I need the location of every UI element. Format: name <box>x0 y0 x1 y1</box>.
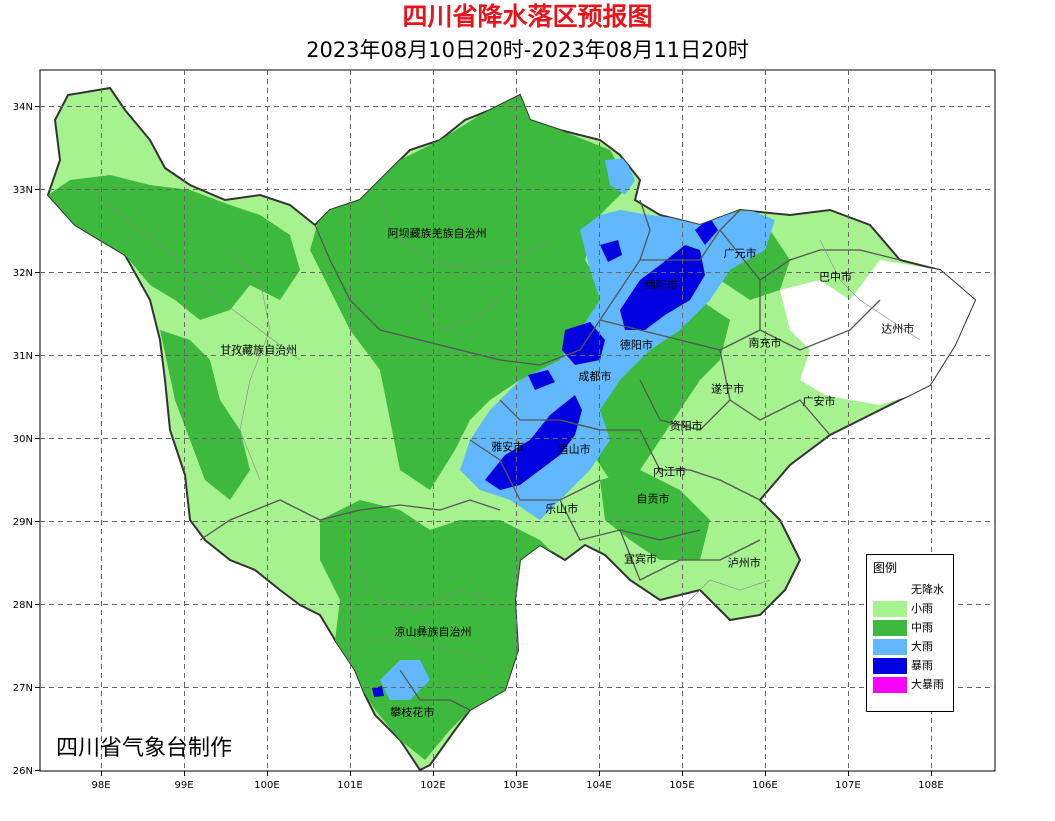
legend-swatch <box>873 677 907 693</box>
legend-label: 小雨 <box>911 602 933 615</box>
city-label: 攀枝花市 <box>390 705 434 719</box>
lon-label-108e: 108E <box>918 780 943 791</box>
moderate-rain-area-west-2 <box>160 330 250 500</box>
city-label: 雅安市 <box>491 439 524 453</box>
lon-label-98e: 98E <box>91 780 110 791</box>
rainstorm-area-mianyang <box>620 245 705 330</box>
legend-label: 大雨 <box>911 640 933 653</box>
city-label: 泸州市 <box>728 556 761 570</box>
lon-label-101e: 101E <box>337 780 362 791</box>
city-label: 绵阳市 <box>645 278 678 292</box>
lat-label-27n: 27N <box>13 683 33 694</box>
city-label: 达州市 <box>881 322 914 336</box>
city-label: 凉山彝族自治州 <box>395 625 472 639</box>
no-rain-area <box>780 260 975 405</box>
moderate-rain-area-southeast <box>600 470 710 560</box>
lat-label-31n: 31N <box>13 351 33 362</box>
tick-marks <box>35 106 932 776</box>
city-label: 内江市 <box>653 464 686 478</box>
producer-credit: 四川省气象台制作 <box>56 736 233 761</box>
lat-label-32n: 32N <box>13 268 33 279</box>
lon-label-100e: 100E <box>254 780 279 791</box>
lat-label-30n: 30N <box>13 434 33 445</box>
legend-swatch <box>873 658 907 674</box>
legend-item-moderate-rain: 中雨 <box>873 619 949 636</box>
legend: 图例 无降水 小雨 中雨 大雨 暴雨 大暴雨 <box>866 554 954 712</box>
legend-swatch <box>873 582 907 598</box>
legend-label: 暴雨 <box>911 659 933 672</box>
rainstorm-area-north <box>600 240 622 262</box>
forecast-period: 2023年08月10日20时-2023年08月11日20时 <box>306 38 749 62</box>
city-label: 成都市 <box>578 369 611 383</box>
legend-item-heavy-rain: 大雨 <box>873 638 949 655</box>
lat-label-29n: 29N <box>13 517 33 528</box>
rainstorm-area-chengdu <box>528 370 555 390</box>
city-label: 巴中市 <box>819 269 852 283</box>
moderate-rain-area-north <box>310 95 630 490</box>
lon-label-107e: 107E <box>835 780 860 791</box>
legend-item-rainstorm: 暴雨 <box>873 657 949 674</box>
map-title: 四川省降水落区预报图 <box>402 2 653 31</box>
rainstorm-area-south <box>372 686 384 697</box>
legend-swatch <box>873 601 907 617</box>
lon-label-103e: 103E <box>503 780 528 791</box>
city-label: 广元市 <box>724 246 757 260</box>
lat-label-28n: 28N <box>13 600 33 611</box>
lat-label-33n: 33N <box>13 185 33 196</box>
lon-label-106e: 106E <box>752 780 777 791</box>
lat-label-34n: 34N <box>13 102 33 113</box>
lon-label-99e: 99E <box>174 780 193 791</box>
city-label: 自贡市 <box>637 492 670 506</box>
lon-label-102e: 102E <box>420 780 445 791</box>
city-label: 阿坝藏族羌族自治州 <box>388 226 487 240</box>
legend-label: 大暴雨 <box>911 678 944 691</box>
legend-title: 图例 <box>873 561 898 575</box>
city-label: 南充市 <box>749 336 782 350</box>
heavy-rain-area-north <box>605 158 635 195</box>
lon-label-105e: 105E <box>669 780 694 791</box>
city-label: 资阳市 <box>670 419 703 433</box>
legend-label: 中雨 <box>911 621 933 634</box>
rainstorm-area-deyang <box>562 322 605 365</box>
city-label: 宜宾市 <box>624 552 657 566</box>
legend-swatch <box>873 620 907 636</box>
legend-label: 无降水 <box>911 583 944 596</box>
legend-item-heavy-rainstorm: 大暴雨 <box>873 676 949 693</box>
heavy-rain-area-south <box>380 660 430 700</box>
lon-label-104e: 104E <box>586 780 611 791</box>
graticule <box>40 70 995 771</box>
city-label: 德阳市 <box>620 337 653 351</box>
moderate-rain-area-west <box>48 175 300 320</box>
legend-item-light-rain: 小雨 <box>873 600 949 617</box>
legend-swatch <box>873 639 907 655</box>
rainstorm-area-yaan-meishan <box>485 395 582 490</box>
city-label: 甘孜藏族自治州 <box>220 342 297 356</box>
rainstorm-area-guangyuan <box>695 218 718 245</box>
legend-item-no-rain: 无降水 <box>873 581 949 598</box>
county-boundaries <box>99 199 921 661</box>
city-label: 眉山市 <box>558 442 591 456</box>
city-label: 乐山市 <box>545 502 578 516</box>
lat-label-26n: 26N <box>13 766 33 777</box>
city-label: 遂宁市 <box>711 381 744 395</box>
city-label: 广安市 <box>803 394 836 408</box>
